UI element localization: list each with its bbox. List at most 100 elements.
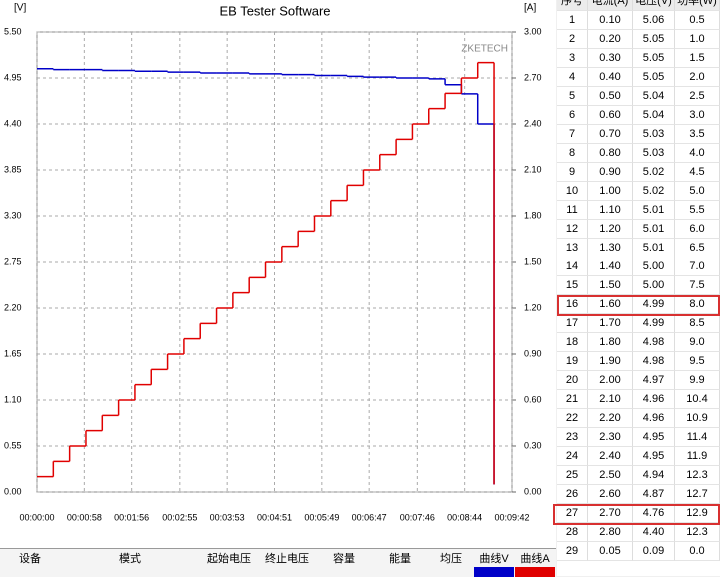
y2-tick-label: 1.50	[524, 256, 542, 266]
table-cell: 23	[557, 428, 588, 448]
table-cell: 2.60	[588, 485, 633, 504]
y2-tick-label: 0.30	[524, 440, 542, 450]
table-cell: 12.3	[675, 522, 720, 542]
table-cell: 12	[557, 219, 588, 239]
table-cell: 5.02	[633, 181, 675, 201]
table-cell: 5.00	[633, 276, 675, 296]
table-cell: 4.95	[633, 428, 675, 448]
table-cell: 0.70	[588, 124, 633, 144]
table-cell: 1.00	[588, 181, 633, 201]
x-tick-label: 00:00:00	[19, 512, 54, 522]
table-cell: 26	[557, 485, 588, 504]
table-cell: 21	[557, 390, 588, 410]
summary-bar: 设备 模式 起始电压 终止电压 容量 能量 均压 曲线V 曲线A	[0, 548, 556, 577]
table-cell: 8.5	[675, 314, 720, 334]
table-cell: 1.40	[588, 257, 633, 277]
table-cell: 18	[557, 333, 588, 353]
table-cell: 5.02	[633, 162, 675, 182]
table-cell: 1.80	[588, 333, 633, 353]
y-tick-label: 0.55	[4, 440, 22, 450]
y-tick-label: 3.30	[4, 210, 22, 220]
table-cell: 0.0	[675, 541, 720, 561]
table-cell: 序号	[557, 0, 588, 11]
table-cell: 7.5	[675, 276, 720, 296]
table-cell: 0.30	[588, 48, 633, 68]
table-cell: 7.0	[675, 257, 720, 277]
table-cell: 1.30	[588, 238, 633, 258]
table-cell: 29	[557, 541, 588, 561]
x-tick-label: 00:06:47	[352, 512, 387, 522]
y2-tick-label: 0.00	[524, 486, 542, 496]
table-cell: 0.80	[588, 143, 633, 163]
table-cell: 1.5	[675, 48, 720, 68]
table-cell: 1.60	[588, 295, 633, 315]
table-cell: 5.00	[633, 257, 675, 277]
y-tick-label: 5.50	[4, 26, 22, 36]
table-cell: 22	[557, 409, 588, 429]
y-axis-label: [V]	[14, 3, 26, 14]
table-cell: 2	[557, 29, 588, 49]
x-tick-label: 00:08:44	[447, 512, 482, 522]
bar-header: 能量	[389, 553, 411, 565]
table-cell: 功率(W)	[675, 0, 720, 11]
table-cell: 2.00	[588, 371, 633, 391]
table-cell: 1.20	[588, 219, 633, 239]
table-cell: 4.76	[633, 503, 675, 523]
bar-header: 终止电压	[265, 553, 309, 565]
y2-tick-label: 0.90	[524, 348, 542, 358]
table-cell: 15	[557, 276, 588, 296]
table-cell: 3	[557, 48, 588, 68]
table-cell: 11.4	[675, 428, 720, 448]
x-tick-label: 00:02:55	[162, 512, 197, 522]
table-cell: 2.5	[675, 86, 720, 106]
table-cell: 5.06	[633, 11, 675, 30]
table-cell: 电压(V)	[633, 0, 675, 11]
y-tick-label: 1.10	[4, 394, 22, 404]
table-cell: 13	[557, 238, 588, 258]
table-cell: 12.3	[675, 466, 720, 486]
table-cell: 28	[557, 522, 588, 542]
x-tick-label: 00:01:56	[114, 512, 149, 522]
table-cell: 25	[557, 466, 588, 486]
y2-tick-label: 2.40	[524, 118, 542, 128]
table-cell: 4.96	[633, 409, 675, 429]
table-cell: 9.0	[675, 333, 720, 353]
table-cell: 9.5	[675, 352, 720, 372]
table-cell: 2.20	[588, 409, 633, 429]
legend-swatch	[474, 567, 514, 577]
table-cell: 8	[557, 143, 588, 163]
bar-header: 模式	[119, 553, 141, 565]
y-tick-label: 4.40	[4, 118, 22, 128]
table-cell: 20	[557, 371, 588, 391]
y-tick-label: 2.75	[4, 256, 22, 266]
y-tick-label: 4.95	[4, 72, 22, 82]
bar-header: 均压	[440, 553, 462, 565]
table-cell: 2.30	[588, 428, 633, 448]
table-cell: 5.03	[633, 143, 675, 163]
table-cell: 0.20	[588, 29, 633, 49]
table-cell: 2.80	[588, 522, 633, 542]
table-cell: 5.01	[633, 219, 675, 239]
bar-header: 容量	[333, 553, 355, 565]
table-cell: 4.99	[633, 314, 675, 334]
table-cell: 1.50	[588, 276, 633, 296]
table-cell: 0.90	[588, 162, 633, 182]
table-cell: 2.0	[675, 67, 720, 87]
highlight-box	[553, 504, 720, 525]
table-cell: 24	[557, 447, 588, 467]
table-cell: 4.98	[633, 352, 675, 372]
y-tick-label: 3.85	[4, 164, 22, 174]
legend-label: 曲线V	[479, 553, 509, 565]
table-cell: 4.98	[633, 333, 675, 353]
table-cell: 4.97	[633, 371, 675, 391]
table-cell: 2.50	[588, 466, 633, 486]
table-cell: 5.05	[633, 48, 675, 68]
chart-title: EB Tester Software	[219, 3, 330, 18]
y2-tick-label: 2.70	[524, 72, 542, 82]
table-cell: 7	[557, 124, 588, 144]
x-tick-label: 00:03:53	[210, 512, 245, 522]
bar-header: 设备	[19, 553, 41, 565]
table-cell: 1.90	[588, 352, 633, 372]
table-cell: 2.70	[588, 503, 633, 523]
